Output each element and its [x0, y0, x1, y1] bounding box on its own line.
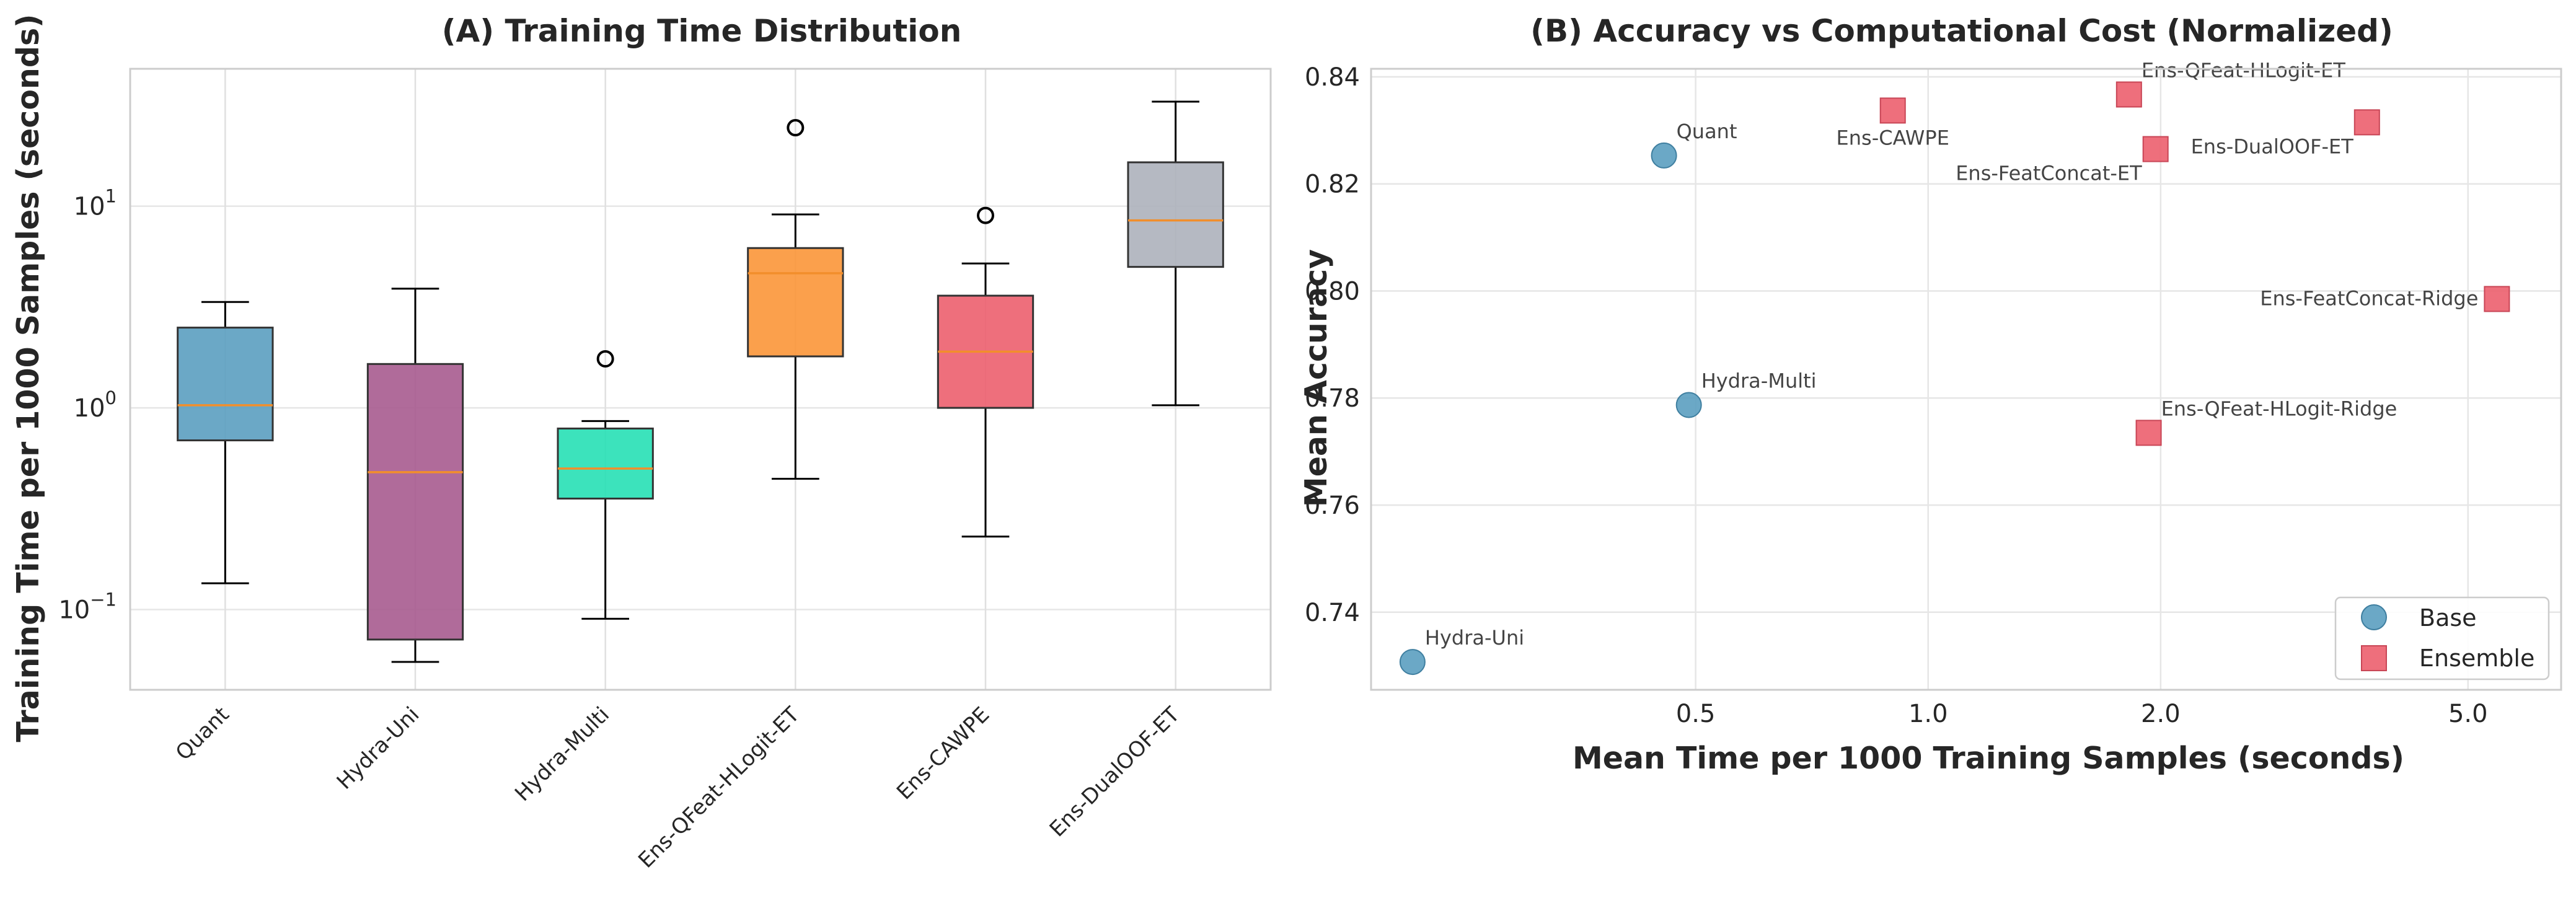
point-hydra-uni: [1399, 649, 1426, 676]
panel-a-y-axis-label: Training Time per 1000 Samples (seconds): [11, 14, 46, 742]
point-label-ens-featconcat-ridge: Ens-FeatConcat-Ridge: [2260, 286, 2478, 310]
panel-b-x-ticks: 0.5 1.0 2.0 5.0: [1676, 700, 2488, 728]
panel-b-y-tick-label: 0.80: [1305, 277, 1360, 306]
panel-b-y-tick-label: 0.84: [1305, 63, 1360, 92]
point-ens-featconcat-et: [2142, 136, 2169, 162]
box-iqr: [747, 247, 844, 358]
panel-a-x-tick-ens-qfeat-hlogit-et: Ens-QFeat-HLogit-ET: [633, 702, 805, 873]
panel-b-plot-frame: [1370, 68, 2562, 691]
panel-a-title: (A) Training Time Distribution: [442, 13, 962, 49]
panel-b-y-tick-label: 0.74: [1305, 599, 1360, 627]
box-hydra-uni: [366, 288, 464, 663]
panel-a-x-tick-ens-dualoof-et: Ens-DualOOF-ET: [1045, 702, 1184, 842]
panel-a: (A) Training Time Distribution Training …: [11, 13, 1272, 873]
box-quant: [177, 301, 274, 584]
panel-b-x-axis-label: Mean Time per 1000 Training Samples (sec…: [1573, 741, 2404, 776]
panel-a-boxes: [177, 100, 1224, 663]
panel-b-title: (B) Accuracy vs Computational Cost (Norm…: [1530, 13, 2393, 49]
panel-b-x-tick-label: 5.0: [2448, 700, 2488, 728]
panel-a-y-tick-label: 101: [74, 186, 117, 221]
box-iqr: [1127, 161, 1224, 268]
legend-ensemble-marker: [2361, 645, 2387, 671]
point-label-ens-qfeat-hlogit-ridge: Ens-QFeat-HLogit-Ridge: [2161, 397, 2397, 420]
panel-a-x-tick-quant: Quant: [171, 702, 234, 765]
panel-b-y-tick-label: 0.82: [1305, 170, 1360, 199]
panel-b-x-tick-label: 0.5: [1676, 700, 1716, 728]
box-outlier: [787, 119, 805, 137]
box-iqr: [557, 427, 654, 500]
panel-a-gridlines: [130, 69, 1271, 690]
panel-b-x-tick-label: 1.0: [1908, 700, 1948, 728]
panel-a-x-tick-hydra-multi: Hydra-Multi: [510, 702, 614, 806]
legend-base-marker: [2361, 604, 2387, 630]
point-ens-qfeat-hlogit-et: [2115, 81, 2142, 108]
panel-a-y-ticks: 10−1 100 101: [58, 186, 117, 625]
point-ens-qfeat-hlogit-ridge: [2135, 420, 2162, 446]
point-ens-dualoof-et: [2353, 109, 2380, 136]
box-iqr: [366, 363, 464, 641]
point-label-ens-qfeat-hlogit-et: Ens-QFeat-HLogit-ET: [2142, 58, 2346, 82]
panel-a-x-tick-ens-cawpe: Ens-CAWPE: [892, 702, 994, 804]
panel-a-y-tick-label: 100: [74, 387, 117, 423]
panel-b-x-tick-label: 2.0: [2141, 700, 2181, 728]
panel-a-plot-frame: [129, 68, 1272, 691]
box-outlier: [596, 350, 614, 368]
panel-a-y-tick-label: 10−1: [58, 589, 117, 625]
panel-b-y-tick-label: 0.76: [1305, 491, 1360, 520]
panel-b-legend: Base Ensemble: [2334, 596, 2550, 681]
legend-base-label: Base: [2419, 604, 2477, 632]
box-ens-dualoof-et: [1127, 100, 1224, 407]
box-iqr: [177, 327, 274, 442]
point-label-hydra-uni: Hydra-Uni: [1425, 626, 1524, 650]
panel-b-y-axis-label: Mean Accuracy: [1299, 249, 1334, 507]
box-ens-qfeat-hlogit-et: [747, 119, 844, 480]
box-outlier: [977, 206, 994, 224]
panel-b-points: Quant Hydra-Multi Hydra-Uni Ens-CAWPE Ens-QF…: [1399, 58, 2510, 676]
series-base: Quant Hydra-Multi Hydra-Uni: [1399, 120, 1817, 676]
point-ens-cawpe: [1879, 97, 1906, 124]
box-hydra-multi: [557, 350, 654, 620]
legend-ensemble-label: Ensemble: [2419, 645, 2534, 672]
point-label-ens-dualoof-et: Ens-DualOOF-ET: [2191, 134, 2354, 158]
box-ens-cawpe: [937, 206, 1034, 538]
point-label-ens-cawpe: Ens-CAWPE: [1837, 126, 1949, 149]
point-quant: [1651, 142, 1677, 169]
point-hydra-multi: [1675, 392, 1702, 418]
panel-b: (B) Accuracy vs Computational Cost (Norm…: [1299, 13, 2562, 776]
point-label-ens-featconcat-et: Ens-FeatConcat-ET: [1956, 162, 2142, 185]
legend-frame: [2334, 596, 2550, 681]
panel-b-y-ticks: 0.74 0.76 0.78 0.80 0.82 0.84: [1305, 63, 1360, 627]
panel-a-x-ticks: Quant Hydra-Uni Hydra-Multi Ens-QFeat-HLogi…: [171, 702, 1184, 873]
point-label-hydra-multi: Hydra-Multi: [1701, 369, 1817, 392]
point-label-quant: Quant: [1677, 120, 1737, 143]
point-ens-featconcat-ridge: [2484, 286, 2510, 312]
panel-a-x-tick-hydra-uni: Hydra-Uni: [332, 702, 425, 795]
series-ensemble: Ens-CAWPE Ens-QFeat-HLogit-ET Ens-FeatConc…: [1837, 58, 2510, 446]
panel-b-y-tick-label: 0.78: [1305, 384, 1360, 413]
